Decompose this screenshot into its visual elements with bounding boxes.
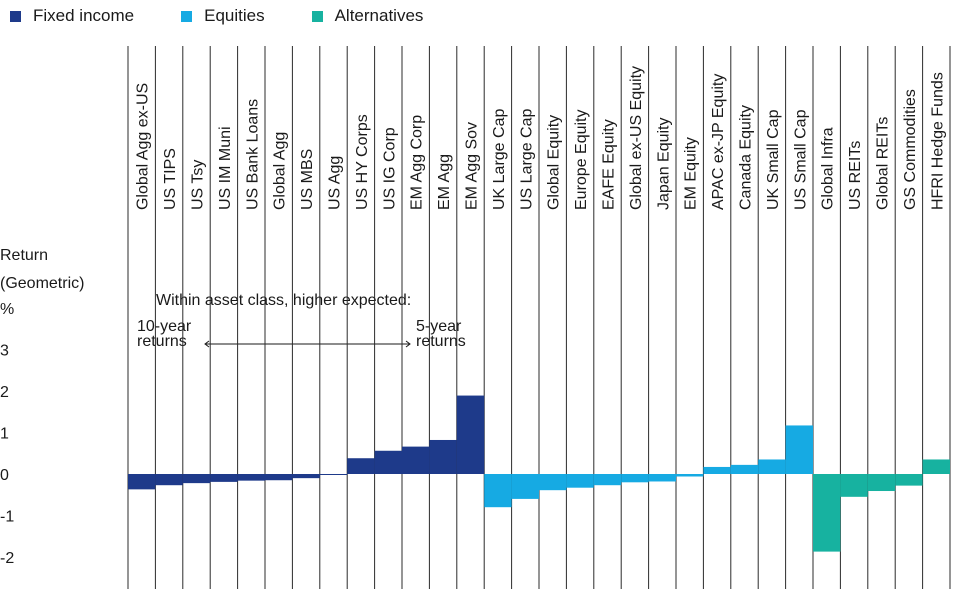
category-label-us-tsy: US Tsy xyxy=(190,160,207,210)
bar-uk-large-cap xyxy=(484,474,512,508)
bar-em-agg xyxy=(429,439,457,474)
category-label-europe-equity: Europe Equity xyxy=(573,109,590,210)
bar-us-tsy xyxy=(182,474,211,484)
category-label-em-equity: EM Equity xyxy=(683,137,700,210)
legend-label-equities: Equities xyxy=(204,6,265,25)
category-label-em-agg: EM Agg xyxy=(436,154,453,210)
annotation-right-line-1: 5-year xyxy=(416,318,462,335)
bar-global-agg xyxy=(265,474,293,481)
category-label-us-hy-corps: US HY Corps xyxy=(354,114,371,210)
y-tick-label: 3 xyxy=(0,343,9,360)
y-axis-title-line-2: (Geometric) xyxy=(0,275,85,292)
annotation-left-line-1: 10-year xyxy=(137,318,192,335)
category-label-global-agg-ex-us: Global Agg ex-US xyxy=(135,83,152,210)
legend-swatch-fixed-income xyxy=(10,10,21,22)
y-tick-label: 1 xyxy=(0,426,9,443)
bar-us-tips xyxy=(155,474,183,486)
bar-europe-equity xyxy=(566,474,594,488)
bar-hfri-hedge-funds xyxy=(922,459,950,474)
category-label-us-tips: US TIPS xyxy=(162,148,179,210)
category-label-us-large-cap: US Large Cap xyxy=(518,109,535,210)
bar-em-agg-corp xyxy=(402,446,430,474)
bar-uk-small-cap xyxy=(758,459,786,474)
bar-us-reits xyxy=(840,474,868,497)
annotation-left-line-2: returns xyxy=(137,333,187,350)
category-label-eafe-equity: EAFE Equity xyxy=(601,119,618,210)
bar-em-equity xyxy=(676,474,704,477)
category-label-us-small-cap: US Small Cap xyxy=(792,109,809,210)
bar-us-bank-loans xyxy=(237,474,265,481)
annotation-arrowhead-left xyxy=(204,340,210,348)
category-label-global-equity: Global Equity xyxy=(546,115,563,210)
bar-global-reits xyxy=(867,474,896,492)
category-label-canada-equity: Canada Equity xyxy=(738,105,755,210)
legend-swatch-alternatives xyxy=(311,10,323,22)
category-label-us-ig-corp: US IG Corp xyxy=(381,127,398,210)
legend-label-alternatives: Alternatives xyxy=(334,6,424,25)
bar-us-ig-corp xyxy=(374,450,402,474)
bar-japan-equity xyxy=(648,474,676,482)
bar-em-agg-sov xyxy=(456,395,485,474)
bar-us-hy-corps xyxy=(347,458,375,474)
legend-swatch-equities xyxy=(181,10,193,22)
category-label-us-mbs: US MBS xyxy=(299,149,316,210)
category-label-uk-small-cap: UK Small Cap xyxy=(765,109,782,210)
bar-us-small-cap xyxy=(785,425,813,474)
category-label-global-agg: Global Agg xyxy=(272,132,289,210)
y-tick-label: 2 xyxy=(0,384,9,401)
category-label-gs-commodities: GS Commodities xyxy=(902,89,919,210)
bar-global-ex-us-equity xyxy=(621,474,649,483)
category-label-em-agg-corp: EM Agg Corp xyxy=(409,115,426,210)
legend-item-equities: Equities xyxy=(181,6,265,26)
category-label-uk-large-cap: UK Large Cap xyxy=(491,109,508,210)
category-label-japan-equity: Japan Equity xyxy=(655,117,672,210)
bar-eafe-equity xyxy=(593,474,622,486)
category-label-hfri-hedge-funds: HFRI Hedge Funds xyxy=(929,72,946,210)
y-tick-label: -1 xyxy=(0,509,14,526)
bar-apac-ex-jp-equity xyxy=(703,466,731,474)
legend-item-fixed-income: Fixed income xyxy=(10,6,134,26)
bar-us-large-cap xyxy=(511,474,539,499)
category-label-us-bank-loans: US Bank Loans xyxy=(244,99,261,210)
legend-item-alternatives: Alternatives xyxy=(311,6,424,26)
bar-us-agg xyxy=(319,474,348,475)
category-label-us-reits: US REITs xyxy=(847,141,864,210)
bar-global-infra xyxy=(813,474,841,552)
y-axis-title-line-3: % xyxy=(0,301,15,318)
legend-label-fixed-income: Fixed income xyxy=(33,6,135,25)
category-label-global-infra: Global Infra xyxy=(820,127,837,210)
annotation-right-line-2: returns xyxy=(416,333,466,350)
bar-global-equity xyxy=(539,474,567,491)
legend: Fixed income Equities Alternatives xyxy=(10,6,470,26)
category-label-apac-ex-jp-equity: APAC ex-JP Equity xyxy=(710,74,727,210)
y-tick-label: 0 xyxy=(0,467,9,484)
category-label-global-reits: Global REITs xyxy=(875,117,892,210)
category-label-global-ex-us-equity: Global ex-US Equity xyxy=(628,66,645,210)
bar-gs-commodities xyxy=(895,474,923,486)
category-label-us-im-muni: US IM Muni xyxy=(217,126,234,210)
y-axis-title-line-1: Return xyxy=(0,247,49,264)
y-tick-label: -2 xyxy=(0,550,14,567)
bar-canada-equity xyxy=(730,464,759,474)
annotation-arrowhead-right xyxy=(405,340,411,348)
category-label-em-agg-sov: EM Agg Sov xyxy=(464,122,481,210)
bar-global-agg-ex-us xyxy=(128,474,156,490)
bar-us-mbs xyxy=(292,474,320,479)
category-label-us-agg: US Agg xyxy=(327,156,344,210)
bar-us-im-muni xyxy=(210,474,238,482)
